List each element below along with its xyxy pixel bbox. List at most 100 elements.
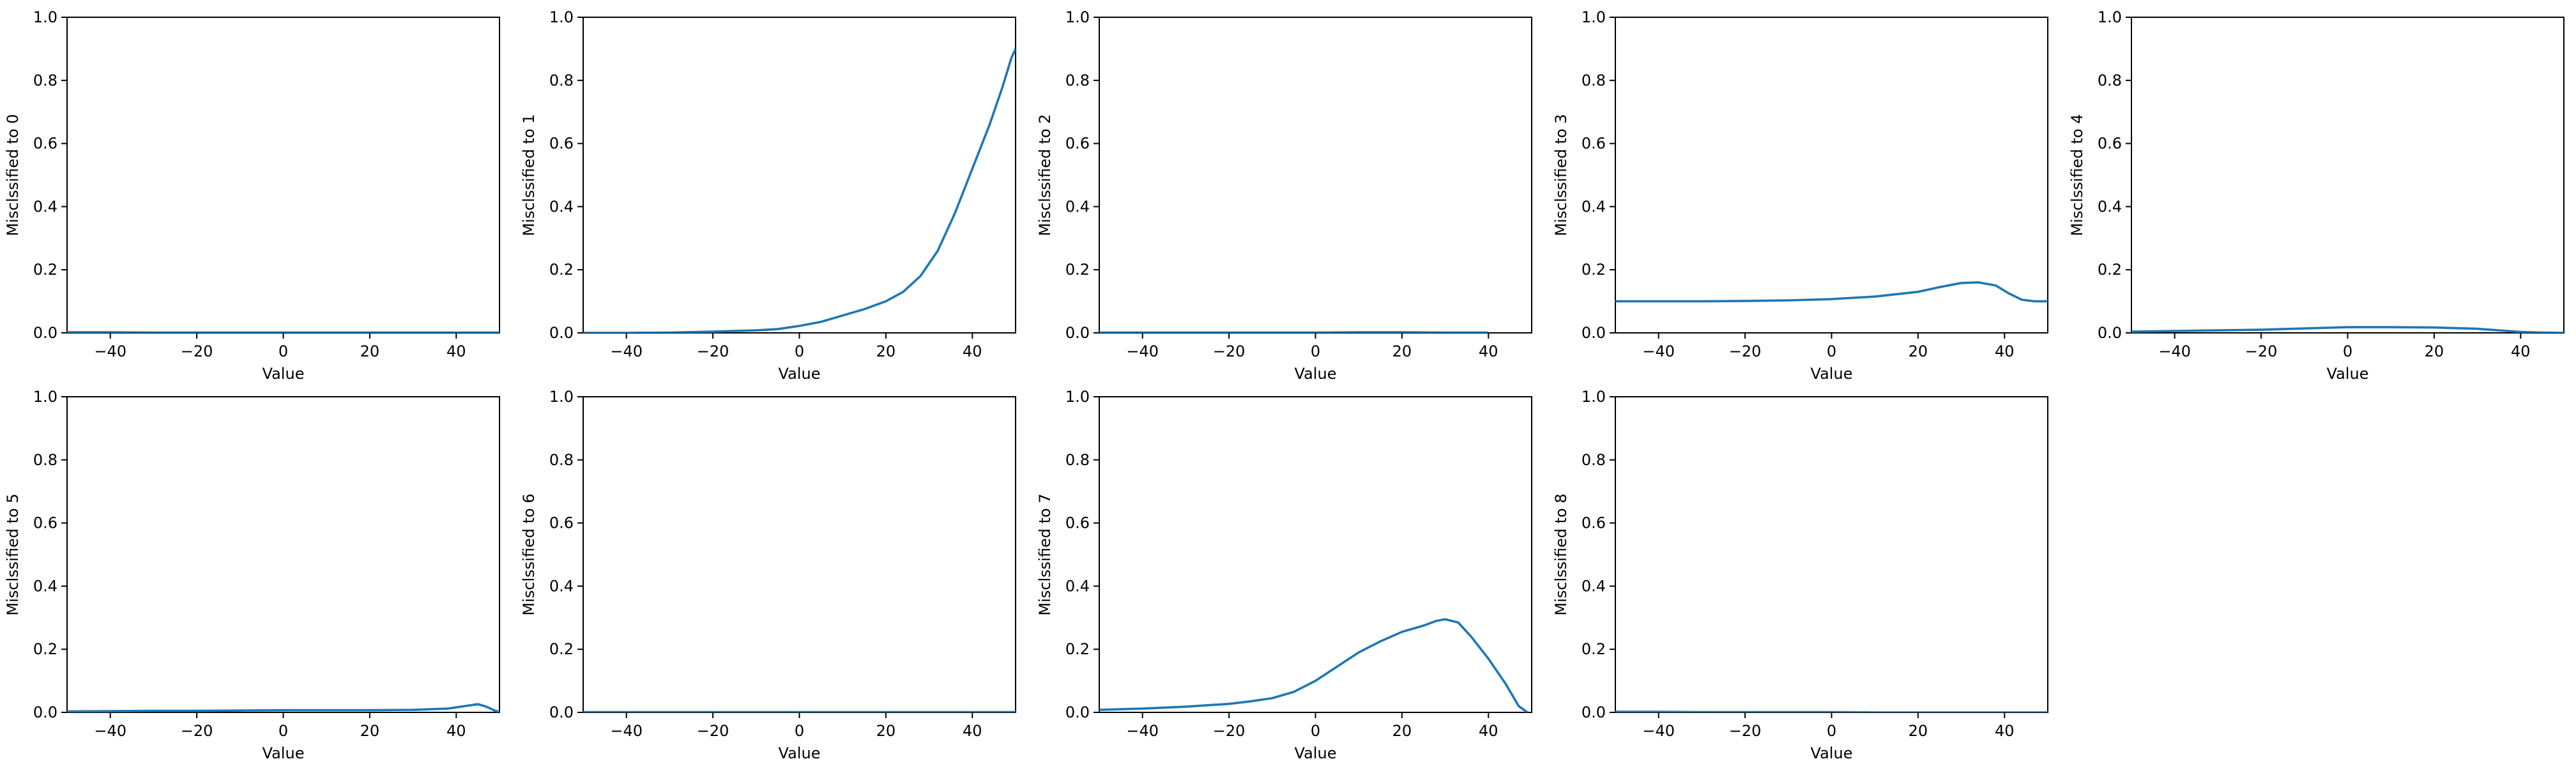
axes-frame — [1099, 17, 1532, 334]
x-tick-label: 0 — [795, 722, 804, 740]
y-tick-label: 0.8 — [1581, 72, 1606, 89]
x-tick-label: −40 — [610, 342, 643, 360]
y-axis-label: Misclssified to 5 — [4, 493, 22, 615]
y-axis-label: Misclssified to 8 — [1552, 493, 1570, 615]
x-tick-label: 0 — [278, 722, 288, 740]
x-tick-label: 0 — [1311, 722, 1320, 740]
y-tick-label: 0.6 — [1581, 514, 1606, 532]
y-tick-label: 0.8 — [1065, 72, 1090, 89]
x-tick-label: −20 — [697, 722, 729, 740]
y-tick-label: 0.0 — [1065, 324, 1090, 342]
x-tick-label: −20 — [697, 342, 729, 360]
x-axis-label: Value — [779, 744, 821, 762]
y-tick-label: 0.6 — [1065, 135, 1090, 153]
x-tick-label: −20 — [1729, 722, 1762, 740]
subplot-2: −40 −20 0 20 40 0.0 0.2 0.4 0.6 0.8 1.0 Value Miscls… — [1036, 8, 1532, 383]
y-tick-label: 0.8 — [1065, 451, 1090, 469]
y-tick-label: 0.2 — [33, 640, 57, 658]
y-tick-label: 0.2 — [2098, 261, 2122, 279]
y-tick-label: 0.0 — [549, 324, 574, 342]
y-tick-label: 0.4 — [549, 197, 574, 215]
x-axis-label: Value — [779, 365, 821, 383]
y-axis-label: Misclssified to 2 — [1036, 114, 1054, 236]
x-tick-label: 40 — [1479, 342, 1498, 360]
y-tick-label: 1.0 — [33, 388, 57, 406]
subplot-6: −40 −20 0 20 40 0.0 0.2 0.4 0.6 0.8 1.0 Value Miscls… — [520, 388, 1016, 762]
x-axis-label: Value — [1811, 365, 1853, 383]
x-tick-label: −20 — [1213, 342, 1246, 360]
series-line-0 — [1615, 281, 2048, 303]
x-tick-label: −40 — [94, 722, 126, 740]
x-tick-label: 20 — [1909, 342, 1928, 360]
x-tick-label: 20 — [1392, 722, 1412, 740]
y-tick-label: 0.4 — [33, 197, 57, 215]
x-tick-label: 20 — [1909, 722, 1928, 740]
subplot-0: −40 −20 0 20 40 0.0 0.2 0.4 0.6 0.8 1.0 Value Miscls… — [4, 8, 500, 383]
y-tick-label: 0.0 — [33, 703, 57, 721]
axes-frame — [66, 17, 500, 334]
y-tick-label: 1.0 — [549, 8, 574, 26]
x-tick-label: 40 — [446, 722, 466, 740]
y-tick-label: 1.0 — [1581, 8, 1606, 26]
y-tick-label: 0.0 — [1581, 703, 1606, 721]
x-tick-label: −40 — [2158, 342, 2191, 360]
series-line-0 — [1099, 331, 1489, 333]
x-tick-label: 40 — [2511, 342, 2531, 360]
subplot-5: −40 −20 0 20 40 0.0 0.2 0.4 0.6 0.8 1.0 Value Miscls… — [4, 388, 500, 762]
axes-frame — [1615, 17, 2048, 334]
x-axis-label: Value — [263, 744, 305, 762]
series-line-0 — [2131, 326, 2564, 333]
y-tick-label: 0.8 — [549, 451, 574, 469]
x-tick-label: −20 — [1729, 342, 1762, 360]
x-tick-label: −20 — [2245, 342, 2278, 360]
y-tick-label: 0.6 — [1065, 514, 1090, 532]
x-tick-label: −40 — [1126, 722, 1159, 740]
x-tick-label: 40 — [446, 342, 466, 360]
y-tick-label: 1.0 — [549, 388, 574, 406]
x-tick-label: −20 — [1213, 722, 1246, 740]
x-tick-label: 40 — [1995, 342, 2015, 360]
axes-frame — [66, 396, 500, 713]
x-tick-label: 40 — [1995, 722, 2015, 740]
y-axis-label: Misclssified to 4 — [2068, 114, 2086, 236]
subplot-4: −40 −20 0 20 40 0.0 0.2 0.4 0.6 0.8 1.0 Value Miscls… — [2068, 8, 2565, 383]
y-tick-label: 0.0 — [33, 324, 57, 342]
y-tick-label: 0.6 — [1581, 135, 1606, 153]
subplot-8: −40 −20 0 20 40 0.0 0.2 0.4 0.6 0.8 1.0 Value Miscls… — [1552, 388, 2048, 762]
y-tick-label: 1.0 — [2098, 8, 2122, 26]
y-tick-label: 0.2 — [1065, 640, 1090, 658]
y-tick-label: 0.6 — [549, 514, 574, 532]
series-line-0 — [1099, 618, 1528, 712]
x-axis-label: Value — [2327, 365, 2369, 383]
y-tick-label: 0.4 — [1065, 577, 1090, 595]
x-tick-label: −40 — [610, 722, 643, 740]
x-tick-label: −40 — [1126, 342, 1159, 360]
x-tick-label: 0 — [278, 342, 288, 360]
y-tick-label: 0.8 — [33, 451, 57, 469]
x-tick-label: 20 — [876, 722, 896, 740]
axes-frame — [1615, 396, 2048, 713]
x-tick-label: −40 — [94, 342, 126, 360]
x-tick-label: 0 — [2343, 342, 2352, 360]
y-tick-label: 0.0 — [1581, 324, 1606, 342]
y-tick-label: 0.2 — [1065, 261, 1090, 279]
y-axis-label: Misclssified to 1 — [520, 114, 538, 236]
x-tick-label: 0 — [1827, 342, 1836, 360]
x-tick-label: 20 — [1392, 342, 1412, 360]
y-tick-label: 0.4 — [1065, 197, 1090, 215]
y-tick-label: 0.2 — [1581, 261, 1606, 279]
y-tick-label: 0.0 — [1065, 703, 1090, 721]
y-tick-label: 0.2 — [549, 640, 574, 658]
x-tick-label: −20 — [181, 722, 213, 740]
subplot-1: −40 −20 0 20 40 0.0 0.2 0.4 0.6 0.8 1.0 Value Miscls… — [520, 8, 1016, 383]
x-tick-label: 40 — [963, 342, 982, 360]
y-tick-label: 0.2 — [33, 261, 57, 279]
x-tick-label: 0 — [1311, 342, 1320, 360]
y-tick-label: 0.4 — [1581, 577, 1606, 595]
y-tick-label: 0.8 — [1581, 451, 1606, 469]
series-line-0 — [67, 331, 499, 333]
y-tick-label: 0.8 — [33, 72, 57, 89]
y-tick-label: 0.6 — [33, 514, 57, 532]
